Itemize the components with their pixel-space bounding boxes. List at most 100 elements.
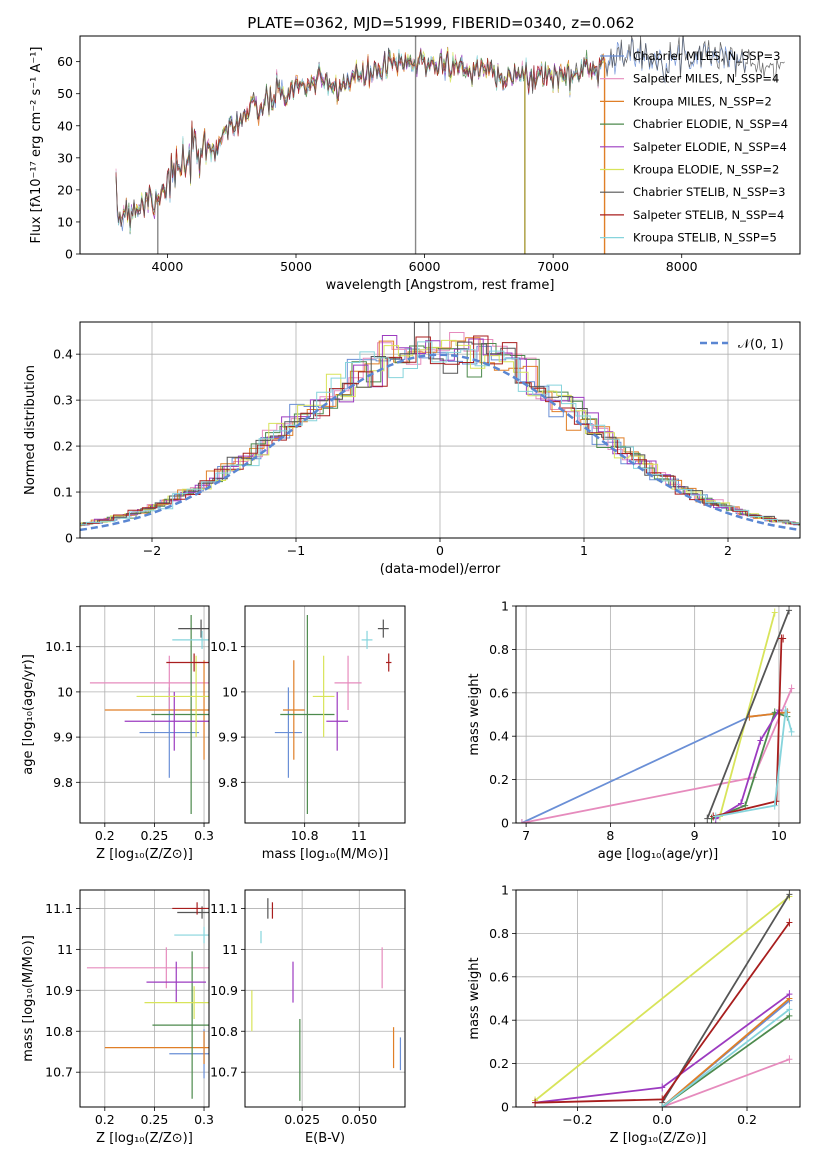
x-tick-label: 11 <box>351 828 367 843</box>
mass-weight-line-2 <box>661 1058 790 1107</box>
y-tick-label: 50 <box>57 86 73 101</box>
mass-weight-line-5 <box>715 709 780 820</box>
mass-weight-marker <box>704 814 711 823</box>
mass-weight-marker <box>780 634 787 643</box>
mass-weight-line-7 <box>706 609 790 820</box>
mass-weight-line-6 <box>534 895 790 1102</box>
spectrum-legend: Chabrier MILES, N_SSP=3 Salpeter MILES, N… <box>600 49 788 245</box>
y-tick-label: 10 <box>222 684 238 699</box>
y-tick-label: 11.1 <box>210 901 238 916</box>
mass-weight-marker <box>786 918 793 927</box>
axes-frame <box>244 605 406 824</box>
mass-weight-marker <box>782 706 789 715</box>
mass-weight-marker <box>712 812 719 821</box>
spectrum-axes: 4000 5000 6000 7000 8000 0 10 20 30 40 50 60 wavelen… <box>29 35 801 293</box>
y-tick-label: 30 <box>57 150 73 165</box>
y-tick-label: 0.8 <box>489 926 509 941</box>
x-axis-label: Z [log₁₀(Z/Z⊙)] <box>96 1131 193 1146</box>
mass-weight-line-8 <box>712 637 784 818</box>
mass-weight-marker <box>659 1095 666 1104</box>
mass_vs_EBV-axes: 0.025 0.050 10.7 10.8 10.9 11 11.1 E(B-V) <box>210 889 406 1146</box>
x-tick-label: 9 <box>691 828 699 843</box>
x-tick-label: 0.025 <box>284 1112 320 1127</box>
y-axis-label: mass weight <box>467 957 482 1039</box>
y-tick-label: 1 <box>501 883 509 898</box>
y-tick-label: 0 <box>501 1100 509 1115</box>
x-tick-label: 8000 <box>666 259 698 274</box>
legend-label: Chabrier ELODIE, N_SSP=4 <box>633 117 788 131</box>
x-tick-label: 0.3 <box>194 828 214 843</box>
y-axis-label: age [log₁₀(age/yr)] <box>21 654 36 775</box>
normal-reference-curve <box>80 353 800 532</box>
mass-weight-line-1 <box>521 711 788 823</box>
x-axis-label: wavelength [Angstrom, rest frame] <box>326 278 555 293</box>
mass-weight-marker <box>786 890 793 899</box>
x-tick-label: 0 <box>436 543 444 558</box>
axes-frame <box>515 605 801 824</box>
x-axis-label: age [log₁₀(age/yr)] <box>598 847 719 862</box>
y-tick-label: 0 <box>501 816 509 831</box>
mass-weight-line-9 <box>661 1008 790 1107</box>
mass-weight-marker <box>659 1103 666 1107</box>
massweight_vs_age-plot-area <box>518 606 795 823</box>
massweight_vs_age-axes: 7 8 9 10 0 0.2 0.4 0.6 0.8 1 age [log₁₀(age/yr)] ma… <box>467 599 801 862</box>
x-tick-label: 8 <box>606 828 614 843</box>
y-tick-label: 0.3 <box>53 393 73 408</box>
mass-weight-marker <box>771 608 778 617</box>
x-tick-label: 1 <box>580 543 588 558</box>
legend-label: Kroupa STELIB, N_SSP=5 <box>633 231 777 245</box>
x-tick-label: 2 <box>724 543 732 558</box>
age_vs_Z-plot-area <box>89 615 209 814</box>
legend-label: Salpeter MILES, N_SSP=4 <box>633 72 779 86</box>
legend-label: Chabrier STELIB, N_SSP=3 <box>633 185 785 199</box>
x-tick-label: 0.2 <box>737 1112 757 1127</box>
y-tick-label: 0.6 <box>489 969 509 984</box>
residuals-plot-area <box>80 322 800 532</box>
y-tick-label: 10.9 <box>45 983 73 998</box>
age_vs_mass-axes: 10.8 11 9.8 9.9 10 10.1 mass [log₁₀(M/M⊙)] <box>210 605 406 862</box>
x-axis-label: Z [log₁₀(Z/Z⊙)] <box>96 847 193 862</box>
figure-title: PLATE=0362, MJD=51999, FIBERID=0340, z=0… <box>247 14 634 32</box>
y-tick-label: 60 <box>57 54 73 69</box>
residuals-legend: 𝒩(0, 1) <box>700 336 784 351</box>
y-tick-label: 40 <box>57 118 73 133</box>
mass-weight-marker <box>786 990 793 999</box>
mass-weight-marker <box>786 1005 793 1014</box>
mass-weight-marker <box>788 684 795 693</box>
massweight_vs_Z-plot-area <box>532 890 793 1107</box>
y-tick-label: 9.8 <box>53 775 73 790</box>
x-tick-label: 7000 <box>537 259 569 274</box>
y-tick-label: 0.8 <box>489 642 509 657</box>
axes-frame <box>515 889 801 1108</box>
y-tick-label: 0.2 <box>489 1056 509 1071</box>
legend-label: Salpeter ELODIE, N_SSP=4 <box>633 140 787 154</box>
residual-histogram-9 <box>80 341 800 526</box>
mass_vs_Z-axes: 0.2 0.25 0.3 10.7 10.8 10.9 11 11.1 Z [log₁₀(Z/Z… <box>21 889 214 1146</box>
legend-label: Kroupa ELODIE, N_SSP=2 <box>633 163 779 177</box>
axes-frame <box>79 605 210 824</box>
y-tick-label: 0.4 <box>489 1013 509 1028</box>
y-tick-label: 11 <box>57 942 73 957</box>
x-tick-label: 6000 <box>409 259 441 274</box>
axes-frame <box>79 35 801 255</box>
x-tick-label: 0.050 <box>341 1112 377 1127</box>
y-tick-label: 10.1 <box>45 639 73 654</box>
mass-weight-marker <box>786 606 793 615</box>
spectrum-line-7 <box>115 36 785 228</box>
y-tick-label: 10 <box>57 214 73 229</box>
residuals-axes: −2 −1 0 1 2 0 0.1 0.2 0.3 0.4 (data-model)/error No… <box>23 321 801 577</box>
x-tick-label: 4000 <box>152 259 184 274</box>
mass-weight-marker <box>757 736 764 745</box>
y-axis-label: mass [log₁₀(M/M⊙)] <box>21 935 36 1062</box>
y-tick-label: 10.1 <box>210 639 238 654</box>
x-axis-label: Z [log₁₀(Z/Z⊙)] <box>610 1131 707 1146</box>
x-axis-label: mass [log₁₀(M/M⊙)] <box>262 847 389 862</box>
mass_vs_Z-plot-area <box>86 902 209 1099</box>
y-tick-label: 0 <box>65 531 73 546</box>
y-tick-label: 9.9 <box>218 730 238 745</box>
x-tick-label: 0.3 <box>194 1112 214 1127</box>
legend-label: Chabrier MILES, N_SSP=3 <box>633 49 780 63</box>
mass-weight-marker <box>771 801 778 810</box>
y-tick-label: 10.8 <box>210 1024 238 1039</box>
mass-weight-marker <box>738 799 745 808</box>
